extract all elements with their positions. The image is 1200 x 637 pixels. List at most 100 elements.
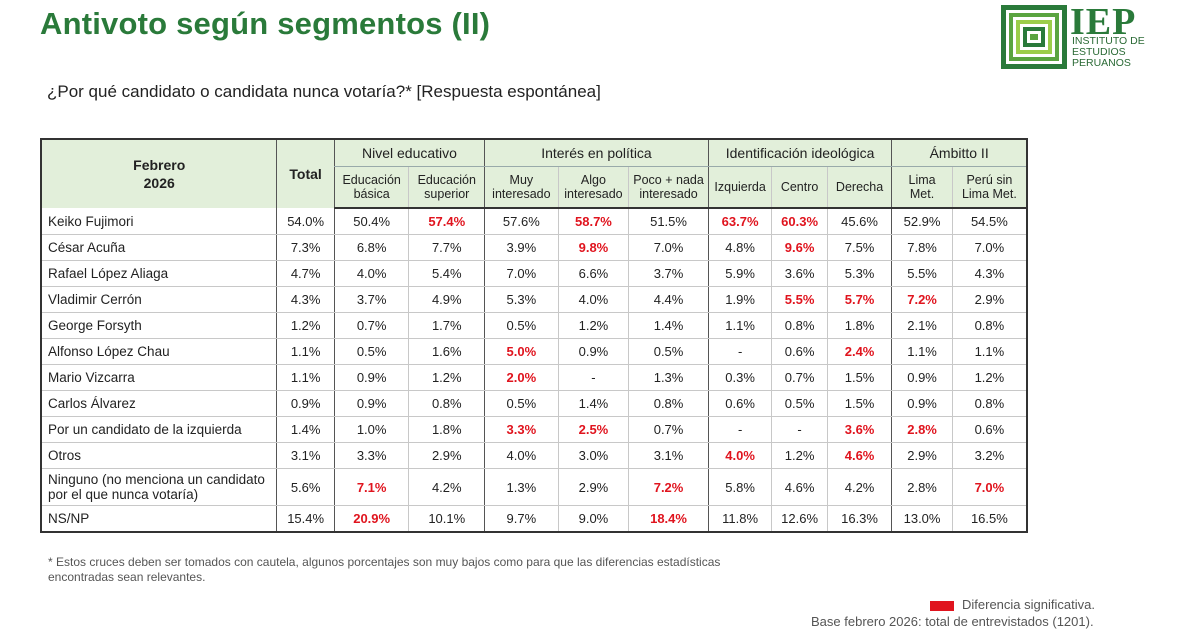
- value-cell: 7.0%: [484, 260, 559, 287]
- page-title: Antivoto según segmentos (II): [40, 6, 491, 41]
- group-header: Interés en política: [484, 139, 709, 167]
- value-cell: 5.3%: [826, 260, 892, 287]
- value-cell: 15.4%: [276, 505, 335, 533]
- corner-line: 2026: [143, 175, 175, 191]
- candidate-name-line: Carlos Álvarez: [48, 396, 136, 411]
- value-cell: 7.5%: [826, 234, 892, 261]
- value-cell: 0.9%: [333, 364, 409, 391]
- column-header: Derecha: [826, 166, 892, 209]
- column-header-line: Centro: [780, 180, 819, 194]
- value-cell: 0.8%: [408, 390, 485, 417]
- candidate-name: Carlos Álvarez: [41, 390, 277, 417]
- candidate-name-line: Keiko Fujimori: [48, 213, 134, 229]
- candidate-name-line: Otros: [48, 448, 82, 463]
- value-cell: 0.5%: [484, 312, 559, 339]
- value-cell: 1.2%: [557, 312, 629, 339]
- candidate-name-line: Alfonso López Chau: [48, 344, 170, 359]
- value-cell: 1.3%: [628, 364, 709, 391]
- candidate-name-line: César Acuña: [48, 240, 126, 255]
- corner-line: Febrero: [133, 157, 186, 173]
- value-cell: 2.0%: [484, 364, 559, 391]
- candidate-name-line: Por un candidato de la izquierda: [48, 422, 242, 437]
- column-header-line: Lima Met.: [961, 187, 1017, 201]
- value-cell: 4.3%: [276, 286, 335, 313]
- table-row: NS/NP 15.4% 20.9% 10.1% 9.7% 9.0% 18.4% 11.8% 12…: [41, 505, 1027, 533]
- logo-brand-text: IEP: [1070, 1, 1137, 43]
- value-cell: 0.5%: [628, 338, 709, 365]
- value-cell: 4.2%: [408, 468, 485, 506]
- value-cell: 6.8%: [333, 234, 409, 261]
- value-cell: 0.6%: [771, 338, 828, 365]
- table-row: Alfonso López Chau 1.1% 0.5% 1.6% 5.0% 0.9% 0.…: [41, 338, 1027, 365]
- candidate-name-line: George Forsyth: [48, 318, 142, 333]
- candidate-name-line: Rafael López Aliaga: [48, 266, 169, 281]
- value-cell: 3.1%: [276, 442, 335, 469]
- value-cell: 5.8%: [707, 468, 772, 506]
- value-cell: 7.2%: [628, 468, 709, 506]
- column-header: Educación básica: [333, 166, 409, 209]
- value-cell: 0.9%: [333, 390, 409, 417]
- value-cell: 4.6%: [826, 442, 892, 469]
- logo-line: PERUANOS: [1072, 57, 1131, 69]
- value-cell: 1.8%: [408, 416, 485, 443]
- value-cell: 5.6%: [276, 468, 335, 506]
- candidate-name: Otros: [41, 442, 277, 469]
- value-cell: 3.2%: [951, 442, 1027, 469]
- value-cell: 5.5%: [771, 286, 828, 313]
- value-cell: 16.3%: [826, 505, 892, 533]
- legend-swatch: [930, 600, 954, 611]
- value-cell: 54.5%: [951, 208, 1027, 235]
- value-cell: 51.5%: [628, 208, 709, 235]
- table-row: Otros 3.1% 3.3% 2.9% 4.0% 3.0% 3.1% 4.0% 1.2% 4.6…: [41, 442, 1027, 469]
- logo-line: ESTUDIOS: [1072, 46, 1126, 58]
- value-cell: 1.2%: [276, 312, 335, 339]
- value-cell: 1.7%: [408, 312, 485, 339]
- value-cell: 1.0%: [333, 416, 409, 443]
- value-cell: 9.8%: [557, 234, 629, 261]
- value-cell: 54.0%: [276, 208, 335, 235]
- iep-logo: IEP INSTITUTO DE ESTUDIOS PERUANOS: [1000, 1, 1150, 72]
- candidate-name: Vladimir Cerrón: [41, 286, 277, 313]
- candidate-name: George Forsyth: [41, 312, 277, 339]
- value-cell: 57.6%: [484, 208, 559, 235]
- value-cell: 0.6%: [951, 416, 1027, 443]
- value-cell: 20.9%: [333, 505, 409, 533]
- value-cell: 1.1%: [276, 338, 335, 365]
- footnote: * Estos cruces deben ser tomados con cau…: [48, 555, 721, 584]
- value-cell: 4.0%: [707, 442, 772, 469]
- value-cell: 4.3%: [951, 260, 1027, 287]
- iep-logo-icon: [1001, 5, 1067, 69]
- candidate-name-line: Mario Vizcarra: [48, 370, 135, 385]
- candidate-name: Mario Vizcarra: [41, 364, 277, 391]
- value-cell: 0.3%: [707, 364, 772, 391]
- table-row: George Forsyth 1.2% 0.7% 1.7% 0.5% 1.2% 1.4% 1.…: [41, 312, 1027, 339]
- candidate-name: Por un candidato de la izquierda: [41, 416, 277, 443]
- total-header: Total: [276, 139, 335, 208]
- table-row: Mario Vizcarra 1.1% 0.9% 1.2% 2.0% -1.3% 0.3% 0…: [41, 364, 1027, 391]
- column-header-line: Educación: [342, 173, 401, 187]
- value-cell: 9.7%: [484, 505, 559, 533]
- table-row: Vladimir Cerrón 4.3% 3.7% 4.9% 5.3% 4.0% 4.4% 1…: [41, 286, 1027, 313]
- column-header: Educación superior: [408, 166, 485, 209]
- value-cell: 2.8%: [891, 468, 953, 506]
- value-cell: 7.3%: [276, 234, 335, 261]
- value-cell: 0.9%: [891, 390, 953, 417]
- value-cell: 18.4%: [628, 505, 709, 533]
- value-cell: 4.2%: [826, 468, 892, 506]
- column-header-line: Algo: [580, 173, 606, 187]
- value-cell: 10.1%: [408, 505, 485, 533]
- column-header-line: Izquierda: [714, 180, 766, 194]
- value-cell: 5.4%: [408, 260, 485, 287]
- value-cell: 7.0%: [951, 234, 1027, 261]
- column-header-line: Lima: [908, 173, 936, 187]
- value-cell: 2.5%: [557, 416, 629, 443]
- value-cell: 1.4%: [557, 390, 629, 417]
- table-row: Rafael López Aliaga 4.7% 4.0% 5.4% 7.0% 6.6% 3…: [41, 260, 1027, 287]
- value-cell: 0.6%: [707, 390, 772, 417]
- antivoto-table: Febrero 2026 Total Nivel educativo Inter…: [40, 138, 1028, 533]
- value-cell: 1.2%: [951, 364, 1027, 391]
- value-cell: 5.5%: [891, 260, 953, 287]
- logo-line: INSTITUTO DE: [1072, 35, 1145, 47]
- value-cell: 1.3%: [484, 468, 559, 506]
- table-row: César Acuña 7.3% 6.8% 7.7% 3.9% 9.8% 7.0% 4.8% 9…: [41, 234, 1027, 261]
